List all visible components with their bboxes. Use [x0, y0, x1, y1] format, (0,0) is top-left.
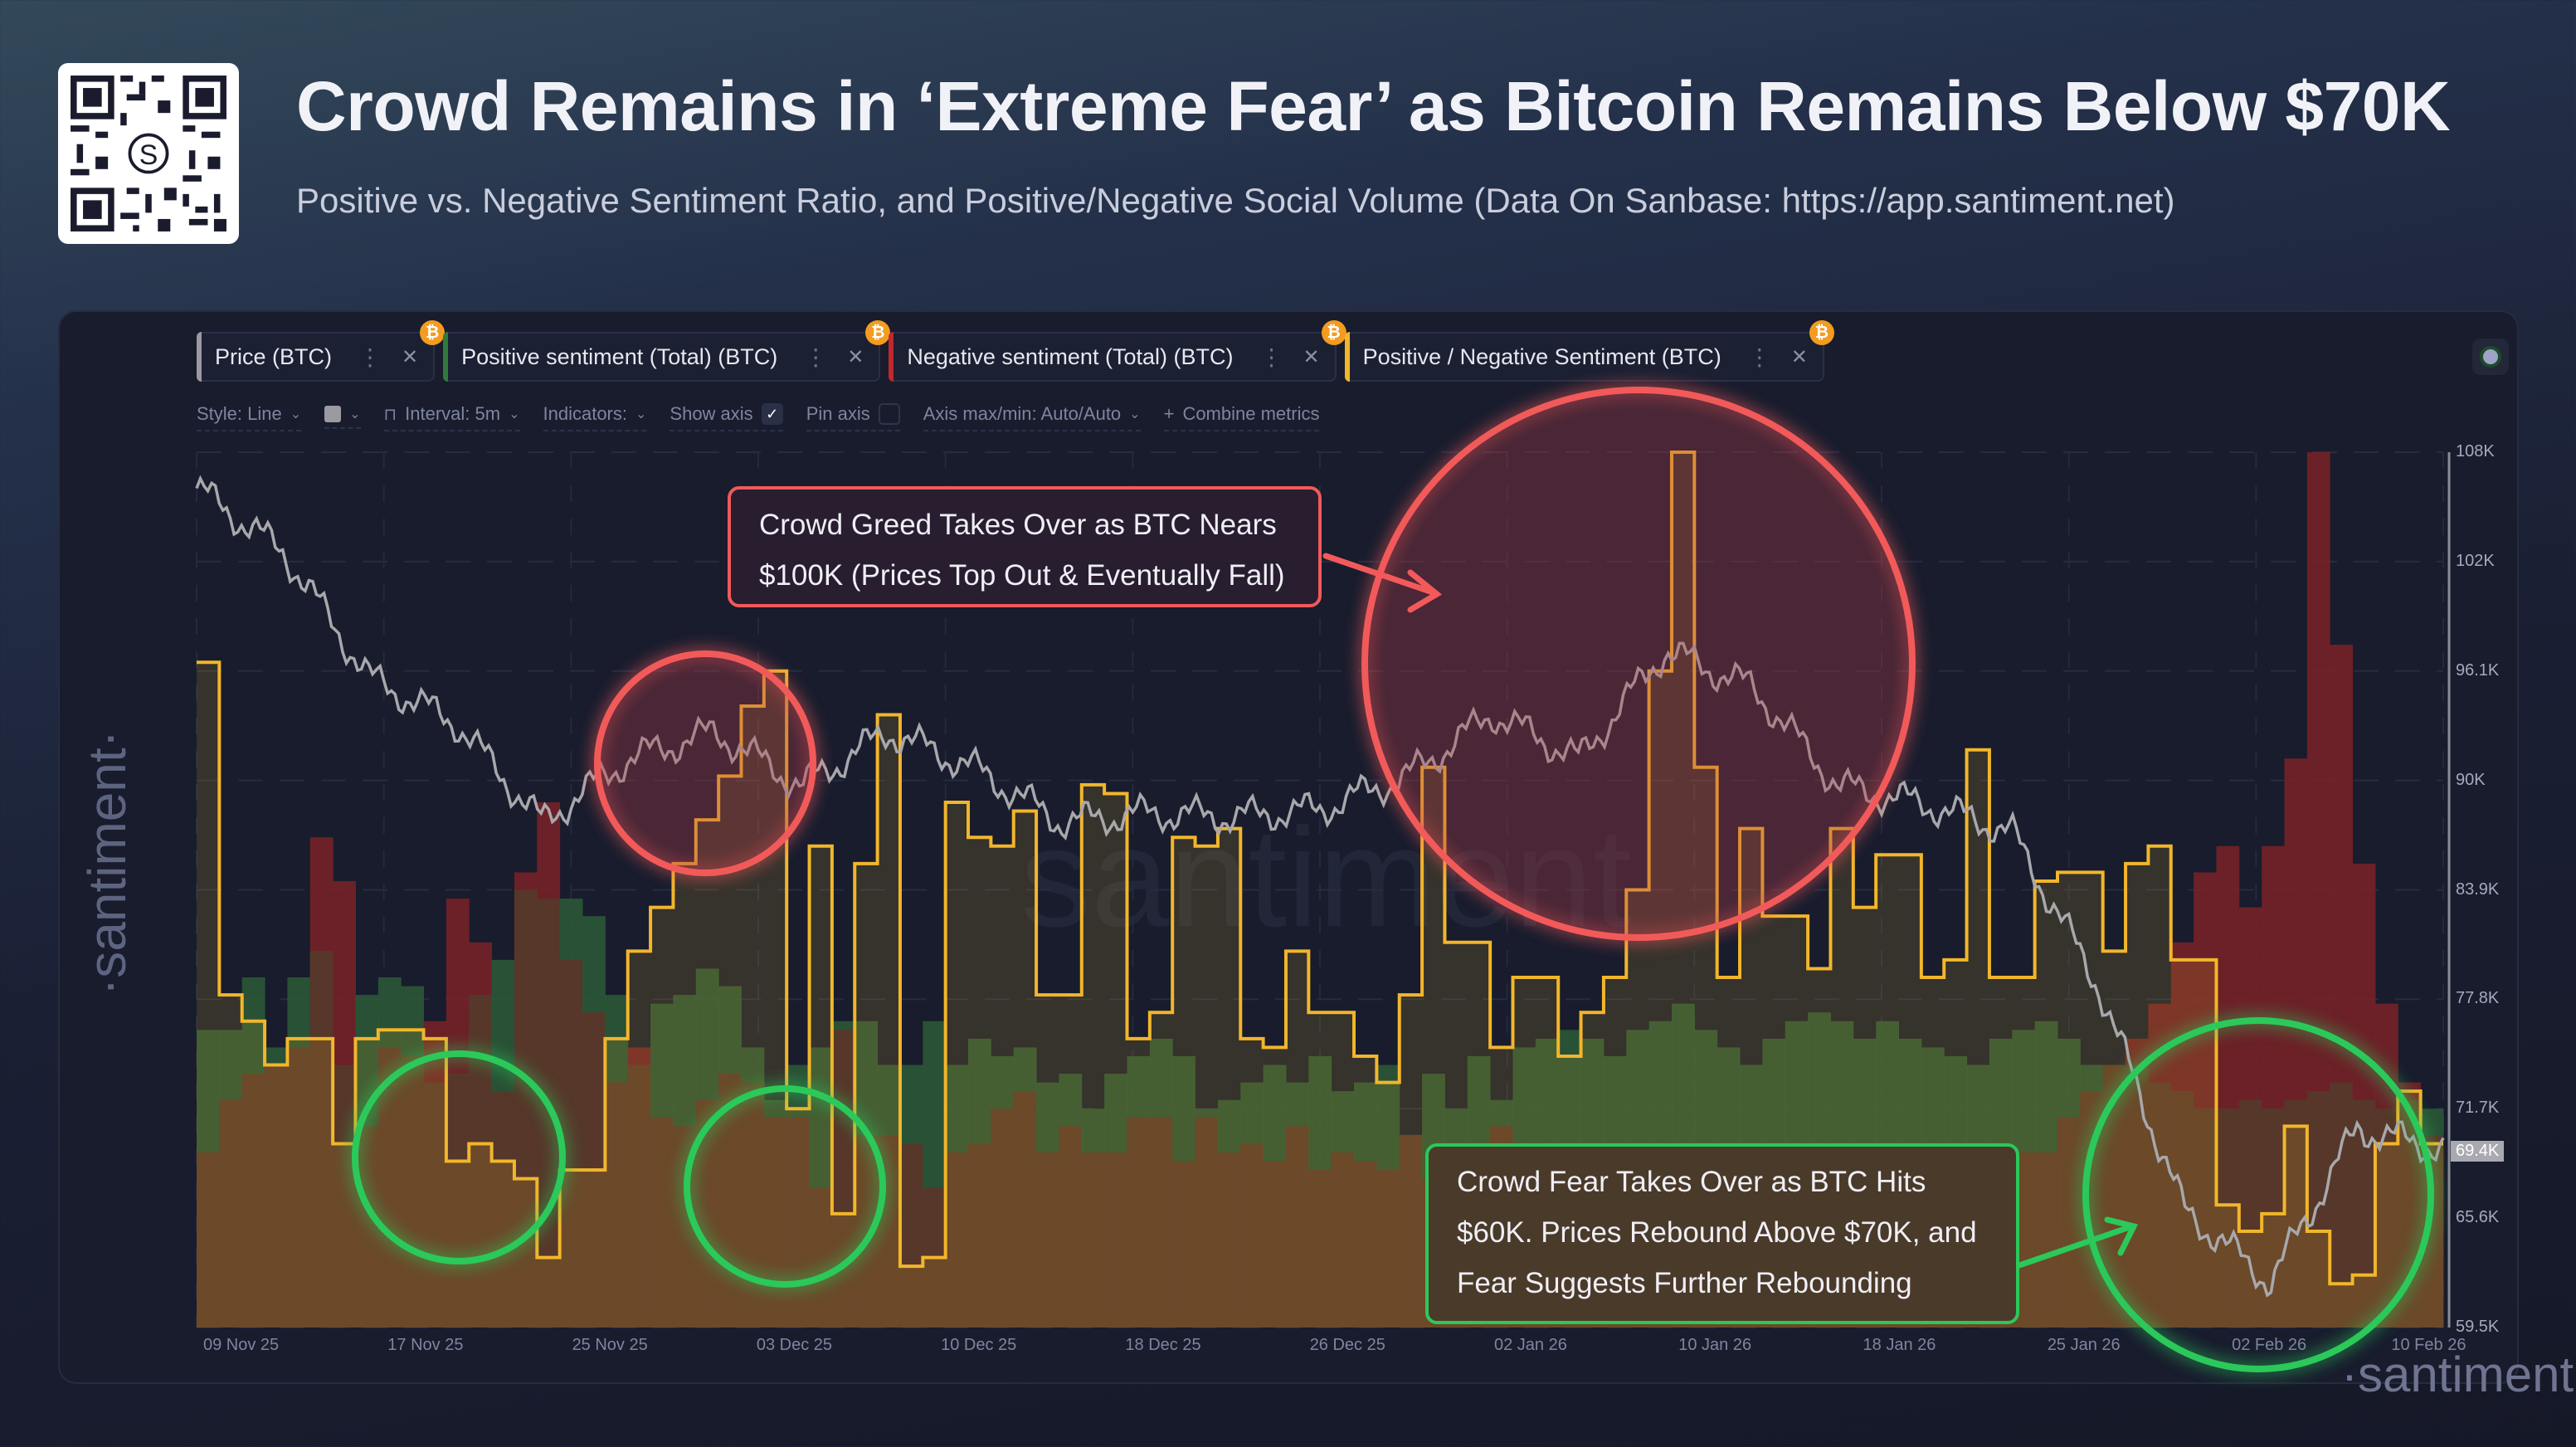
annotation-line: $100K (Prices Top Out & Eventually Fall) — [759, 559, 1285, 592]
combine-metrics-label: Combine metrics — [1182, 403, 1320, 424]
annotation-line: Crowd Greed Takes Over as BTC Nears — [759, 509, 1277, 541]
tab-color-bar — [443, 332, 449, 382]
more-options-icon[interactable]: ⋮ — [804, 343, 828, 370]
pin-axis-label: Pin axis — [806, 403, 870, 424]
tab-label: Positive sentiment (Total) (BTC) — [461, 343, 778, 369]
y-tick-label: 102K — [2456, 551, 2495, 570]
bitcoin-icon: ₿ — [865, 320, 891, 345]
page-subtitle: Positive vs. Negative Sentiment Ratio, a… — [296, 181, 2175, 220]
color-dropdown[interactable]: ⌄ — [324, 406, 361, 429]
show-axis-toggle[interactable]: Show axis ✓ — [670, 403, 783, 431]
close-icon[interactable]: ✕ — [847, 345, 864, 368]
x-tick-label: 02 Jan 26 — [1493, 1336, 1567, 1354]
y-tick-label: 90K — [2456, 770, 2486, 789]
axis-maxmin-label: Axis max/min: Auto/Auto — [923, 403, 1122, 424]
status-dot-icon — [2483, 349, 2498, 364]
x-tick-label: 03 Dec 25 — [756, 1336, 833, 1354]
plus-icon: + — [1163, 403, 1175, 424]
tab-negative-sentiment[interactable]: Negative sentiment (Total) (BTC) ⋮ ✕ ₿ — [889, 320, 1346, 382]
close-icon[interactable]: ✕ — [402, 345, 419, 368]
x-tick-label: 17 Nov 25 — [387, 1336, 464, 1354]
chevron-down-icon: ⌄ — [509, 407, 520, 421]
more-options-icon[interactable]: ⋮ — [358, 343, 382, 370]
close-icon[interactable]: ✕ — [1303, 345, 1320, 368]
x-tick-label: 10 Feb 26 — [2391, 1336, 2466, 1354]
ruler-icon: ⊓ — [383, 405, 397, 424]
color-swatch — [324, 406, 342, 422]
tab-color-bar — [1344, 332, 1350, 382]
pin-axis-toggle[interactable]: Pin axis — [806, 403, 900, 431]
chart-toolbar: Style: Line ⌄ ⌄ ⊓ Interval: 5m ⌄ Indicators… — [197, 403, 1320, 431]
y-tick-label: 77.8K — [2456, 989, 2500, 1008]
tab-label: Negative sentiment (Total) (BTC) — [907, 343, 1234, 369]
page-title: Crowd Remains in ‘Extreme Fear’ as Bitco… — [296, 67, 2451, 145]
chevron-down-icon: ⌄ — [349, 407, 361, 421]
bitcoin-icon: ₿ — [420, 320, 446, 345]
tab-color-bar — [197, 332, 202, 382]
more-options-icon[interactable]: ⋮ — [1747, 343, 1771, 370]
x-tick-label: 18 Dec 25 — [1125, 1336, 1201, 1354]
indicators-label: Indicators: — [543, 403, 628, 424]
style-label: Style: Line — [197, 403, 282, 424]
tab-label: Positive / Negative Sentiment (BTC) — [1362, 343, 1721, 369]
show-axis-label: Show axis — [670, 403, 753, 424]
annotation-line: Crowd Fear Takes Over as BTC Hits — [1457, 1166, 1926, 1198]
y-tick-label: 65.6K — [2456, 1208, 2500, 1227]
interval-label: Interval: 5m — [405, 403, 501, 424]
y-tick-label: 108K — [2456, 442, 2495, 460]
interval-dropdown[interactable]: ⊓ Interval: 5m ⌄ — [383, 403, 520, 431]
qr-code-icon: S — [58, 63, 239, 244]
chevron-down-icon: ⌄ — [290, 407, 302, 421]
tab-color-bar — [889, 332, 894, 382]
x-tick-label: 10 Dec 25 — [941, 1336, 1017, 1354]
svg-text:S: S — [139, 139, 158, 171]
annotation-line: $60K. Prices Rebound Above $70K, and — [1457, 1216, 1977, 1249]
checkbox-checked-icon[interactable]: ✓ — [761, 403, 783, 425]
current-price-label: 69.4K — [2451, 1141, 2505, 1162]
style-dropdown[interactable]: Style: Line ⌄ — [197, 403, 302, 431]
more-options-icon[interactable]: ⋮ — [1259, 343, 1283, 370]
y-tick-label: 96.1K — [2456, 660, 2500, 680]
x-tick-label: 02 Feb 26 — [2232, 1336, 2307, 1354]
close-icon[interactable]: ✕ — [1790, 345, 1808, 368]
tab-label: Price (BTC) — [215, 343, 332, 369]
chevron-down-icon: ⌄ — [1129, 407, 1141, 421]
greed-annotation: Crowd Greed Takes Over as BTC Nears $100… — [728, 486, 1322, 607]
metric-tabs: Price (BTC) ⋮ ✕ ₿ Positive sentiment (To… — [197, 320, 1834, 383]
annotation-line: Fear Suggests Further Rebounding — [1457, 1267, 1912, 1299]
qr-pattern: S — [71, 76, 226, 231]
axis-maxmin-dropdown[interactable]: Axis max/min: Auto/Auto ⌄ — [923, 403, 1141, 431]
x-tick-label: 26 Dec 25 — [1309, 1336, 1385, 1354]
chevron-down-icon: ⌄ — [635, 407, 647, 421]
tab-price-btc[interactable]: Price (BTC) ⋮ ✕ ₿ — [197, 320, 446, 382]
tab-positive-sentiment[interactable]: Positive sentiment (Total) (BTC) ⋮ ✕ ₿ — [443, 320, 891, 382]
fear-annotation: Crowd Fear Takes Over as BTC Hits $60K. … — [1425, 1143, 2019, 1324]
settings-toggle[interactable] — [2472, 339, 2509, 375]
x-tick-label: 25 Nov 25 — [572, 1336, 648, 1354]
y-tick-label: 71.7K — [2456, 1099, 2500, 1118]
x-tick-label: 09 Nov 25 — [203, 1336, 280, 1354]
bitcoin-icon: ₿ — [1809, 320, 1834, 345]
y-tick-label: 59.5K — [2456, 1318, 2500, 1336]
combine-metrics-button[interactable]: + Combine metrics — [1163, 403, 1320, 431]
bitcoin-icon: ₿ — [1321, 320, 1346, 345]
santiment-watermark-right: ·santiment· — [2341, 1347, 2576, 1402]
indicators-dropdown[interactable]: Indicators: ⌄ — [543, 403, 647, 431]
x-tick-label: 25 Jan 26 — [2047, 1336, 2121, 1354]
tab-positive-negative-ratio[interactable]: Positive / Negative Sentiment (BTC) ⋮ ✕ … — [1344, 320, 1834, 382]
checkbox-unchecked[interactable] — [878, 403, 900, 425]
x-tick-label: 18 Jan 26 — [1863, 1336, 1936, 1354]
x-tick-label: 10 Jan 26 — [1678, 1336, 1752, 1354]
y-tick-label: 83.9K — [2456, 879, 2500, 899]
